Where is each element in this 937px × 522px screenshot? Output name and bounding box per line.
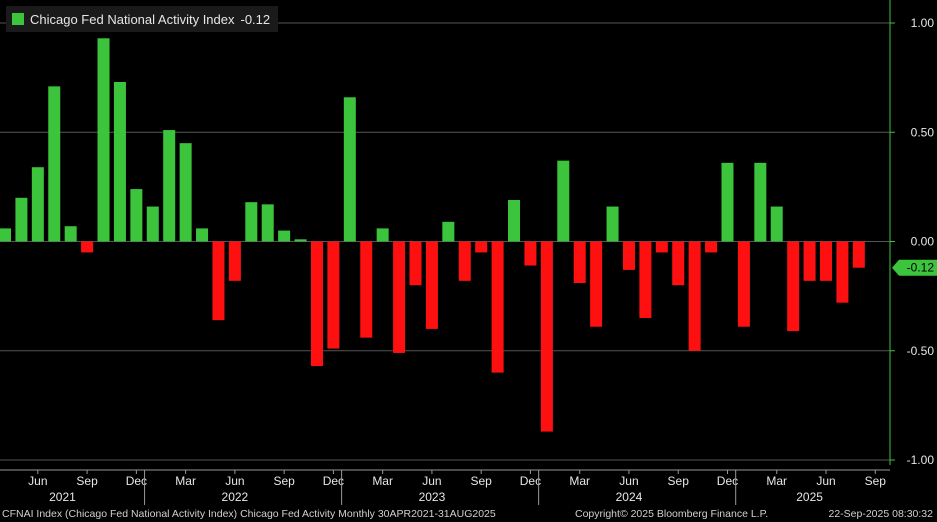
bar (48, 86, 61, 242)
year-label: 2025 (796, 490, 823, 504)
bar (81, 241, 94, 253)
bar (622, 241, 635, 270)
bar (146, 206, 159, 242)
bar (557, 160, 570, 242)
bar (196, 228, 209, 242)
x-tick-label: Mar (766, 474, 787, 488)
bar (343, 97, 356, 242)
bar (393, 241, 406, 353)
bar (294, 239, 307, 242)
x-tick-label: Jun (619, 474, 638, 488)
y-tick-label: 0.50 (911, 125, 935, 139)
bar (688, 241, 701, 351)
bar (376, 228, 389, 242)
bar (705, 241, 718, 253)
axes: 1.00 0.50 0.00 -0.50 -1.00 -0.12 Jun Sep Dec Mar J… (0, 0, 937, 505)
y-tick-label: 0.00 (911, 235, 935, 249)
bar (261, 204, 274, 242)
footer-timestamp: 22-Sep-2025 08:30:32 (828, 508, 933, 520)
bar (573, 241, 586, 284)
bar (228, 241, 241, 281)
x-tick-label: Jun (28, 474, 47, 488)
x-tick-label: Sep (668, 474, 690, 488)
bar (458, 241, 471, 281)
bar (540, 241, 553, 432)
bar (278, 230, 291, 242)
y-tick-label: 1.00 (911, 16, 935, 30)
last-value-tag (892, 259, 937, 276)
bars (0, 38, 865, 432)
bar (639, 241, 652, 318)
legend-label: Chicago Fed National Activity Index (30, 11, 235, 27)
bar (852, 241, 865, 268)
x-tick-label: Jun (816, 474, 835, 488)
x-tick-label: Dec (323, 474, 344, 488)
year-label: 2023 (419, 490, 446, 504)
x-tick-label: Sep (273, 474, 295, 488)
y-tick-label: -1.00 (907, 453, 935, 467)
bar (15, 197, 28, 242)
bar (491, 241, 504, 373)
bar (820, 241, 832, 281)
bar (770, 206, 783, 242)
bar (212, 241, 225, 321)
x-tick-label: Sep (865, 474, 887, 488)
bar (787, 241, 800, 332)
bar (754, 162, 767, 242)
bar (31, 167, 44, 242)
bar (590, 241, 603, 327)
x-tick-label: Mar (175, 474, 196, 488)
x-tick-label: Sep (471, 474, 493, 488)
bar (655, 241, 668, 253)
bar (113, 81, 126, 242)
y-tick-label: -0.50 (907, 344, 935, 358)
footer: CFNAI Index (Chicago Fed National Activi… (0, 506, 937, 522)
bar (721, 162, 734, 242)
legend-swatch (12, 13, 24, 25)
bar (97, 38, 110, 242)
bar (524, 241, 537, 266)
bar (409, 241, 422, 286)
x-tick-label: Dec (520, 474, 541, 488)
bar (179, 143, 192, 242)
bar (672, 241, 685, 286)
bar (803, 241, 816, 281)
bar (130, 189, 143, 242)
bar (737, 241, 750, 327)
bar (163, 130, 176, 242)
x-tick-label: Dec (717, 474, 738, 488)
year-label: 2021 (49, 490, 76, 504)
bar (508, 199, 521, 242)
x-tick-label: Jun (422, 474, 441, 488)
year-label: 2024 (616, 490, 643, 504)
x-tick-label: Jun (225, 474, 244, 488)
footer-copyright: Copyright© 2025 Bloomberg Finance L.P. (575, 508, 769, 520)
bar (606, 206, 619, 242)
x-tick-label: Dec (126, 474, 147, 488)
x-tick-label: Mar (569, 474, 590, 488)
bar (245, 202, 258, 242)
year-label: 2022 (222, 490, 249, 504)
bar (836, 241, 849, 303)
last-value-label: -0.12 (907, 261, 935, 275)
x-tick-label: Mar (372, 474, 393, 488)
bar (425, 241, 438, 329)
bar (310, 241, 323, 367)
bar (0, 228, 11, 242)
bar (475, 241, 488, 253)
bar (360, 241, 373, 338)
bar (64, 226, 77, 242)
footer-source: CFNAI Index (Chicago Fed National Activi… (2, 508, 496, 520)
x-tick-label: Sep (76, 474, 98, 488)
bar (442, 221, 455, 242)
legend-last-value: -0.12 (240, 11, 271, 27)
bar (327, 241, 340, 349)
legend: Chicago Fed National Activity Index -0.1… (6, 6, 279, 32)
